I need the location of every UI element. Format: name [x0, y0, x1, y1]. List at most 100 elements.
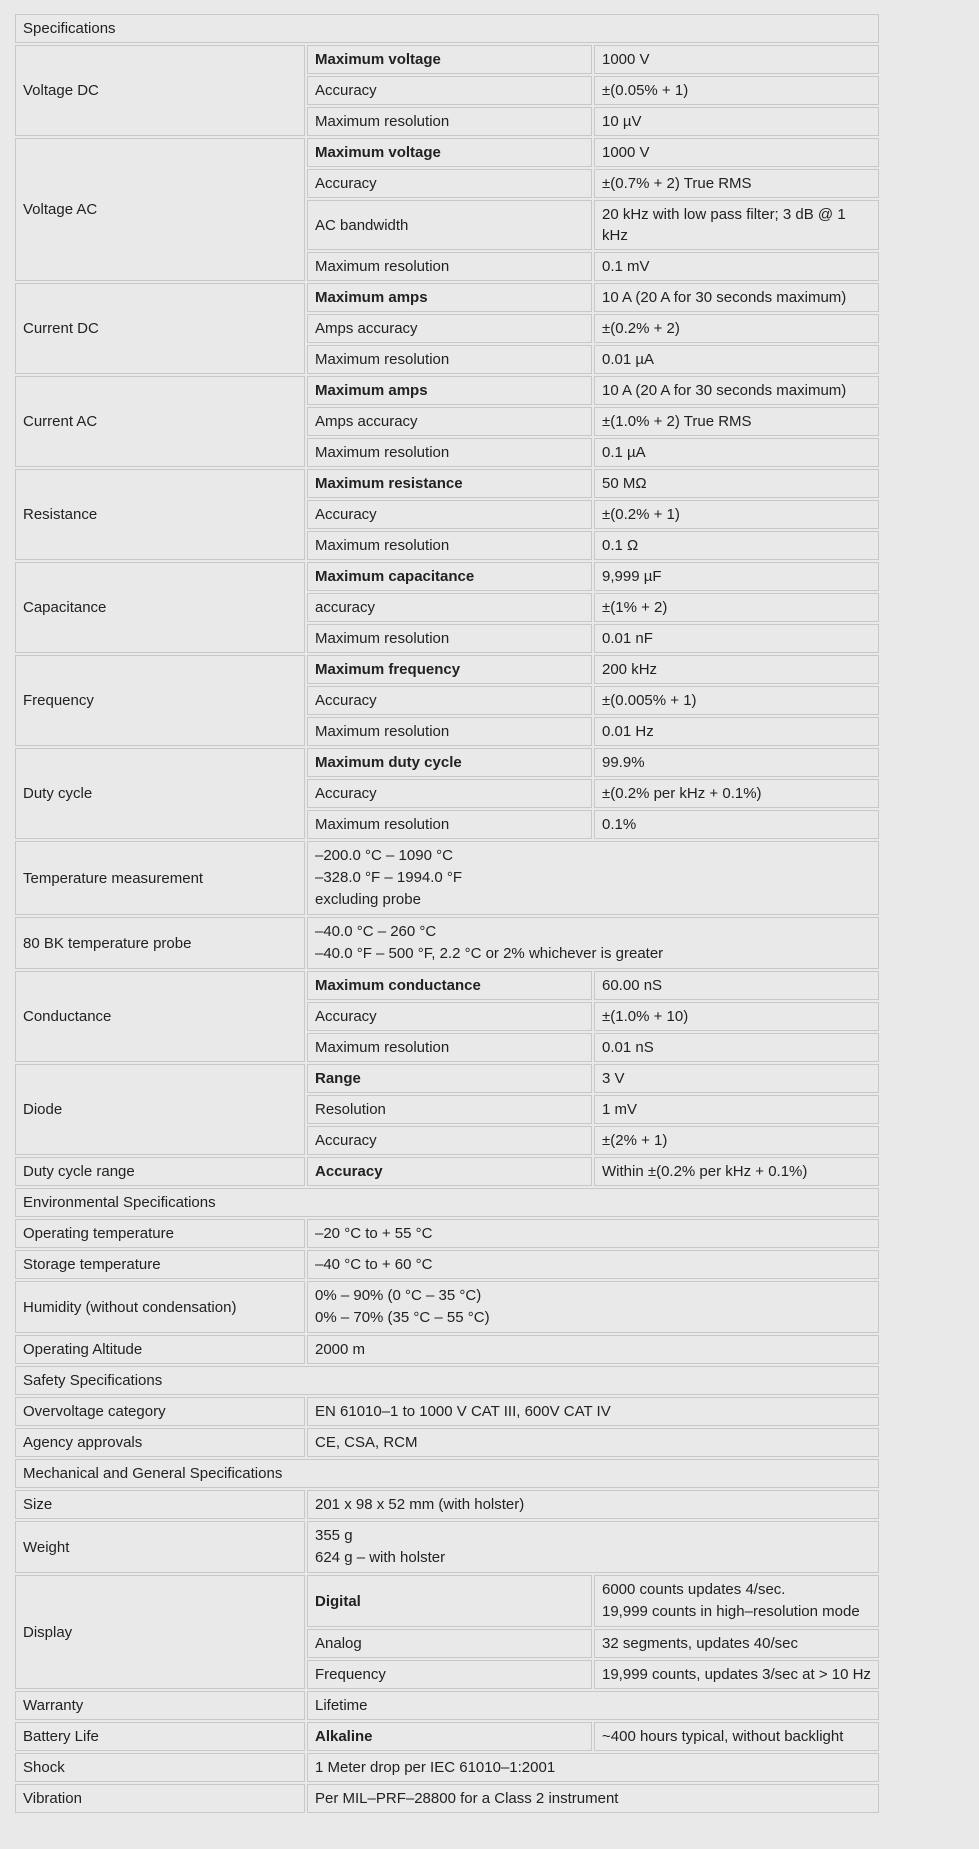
spec-param-cell: Accuracy — [307, 169, 592, 198]
section-header-row: Safety Specifications — [15, 1366, 879, 1395]
spec-row: Temperature measurement –200.0 °C – 1090 … — [15, 841, 879, 915]
spec-value-cell: ±(0.2% per kHz + 0.1%) — [594, 779, 879, 808]
spec-row: Amps accuracy ±(0.2% + 2) — [15, 314, 879, 343]
spec-row: AC bandwidth 20 kHz with low pass filter;… — [15, 200, 879, 250]
spec-value-cell: 1000 V — [594, 45, 879, 74]
spec-value-line: 19,999 counts in high–resolution mode — [602, 1603, 860, 1620]
spec-row: Maximum resolution 0.01 nF — [15, 624, 879, 653]
spec-param-cell: Maximum voltage — [307, 138, 592, 167]
spec-param-cell: Maximum amps — [307, 283, 592, 312]
spec-row: Maximum resolution 0.1 Ω — [15, 531, 879, 560]
spec-row: Warranty Lifetime — [15, 1691, 879, 1720]
spec-value-cell: 0.1% — [594, 810, 879, 839]
spec-param-cell: Maximum voltage — [307, 45, 592, 74]
spec-row: Current DC Maximum amps 10 A (20 A for 30 … — [15, 283, 879, 374]
specifications-table: Specifications Voltage DC Maximum voltage 1… — [13, 12, 881, 1815]
spec-row: Analog 32 segments, updates 40/sec — [15, 1629, 879, 1658]
spec-value-cell: 99.9% — [594, 748, 879, 777]
spec-param-cell: Amps accuracy — [307, 407, 592, 436]
spec-value-cell: 9,999 µF — [594, 562, 879, 591]
spec-value-line: 6000 counts updates 4/sec. — [602, 1581, 786, 1598]
spec-value-cell: ±(1% + 2) — [594, 593, 879, 622]
spec-row: Accuracy ±(0.005% + 1) — [15, 686, 879, 715]
spec-row: Maximum resolution 0.1 mV — [15, 252, 879, 281]
spec-value-line: 624 g – with holster — [315, 1549, 446, 1566]
spec-row: Battery Life Alkaline ~400 hours typical, … — [15, 1722, 879, 1751]
spec-label-cell: Overvoltage category — [15, 1397, 305, 1426]
spec-row: Current AC Maximum amps 10 A (20 A for 30 … — [15, 376, 879, 467]
spec-value-cell: 32 segments, updates 40/sec — [594, 1629, 879, 1658]
spec-value-cell: 50 MΩ — [594, 469, 879, 498]
spec-value-cell: 201 x 98 x 52 mm (with holster) — [307, 1490, 879, 1519]
spec-param-cell: Accuracy — [307, 1002, 592, 1031]
spec-value-line: 355 g — [315, 1527, 353, 1544]
spec-label-cell: Warranty — [15, 1691, 305, 1720]
spec-row: Accuracy ±(0.2% per kHz + 0.1%) — [15, 779, 879, 808]
spec-value-cell: –200.0 °C – 1090 °C –328.0 °F – 1994.0 °F… — [307, 841, 879, 915]
spec-param-cell: Alkaline — [307, 1722, 592, 1751]
spec-label-cell: Vibration — [15, 1784, 305, 1813]
spec-row: Accuracy ±(0.7% + 2) True RMS — [15, 169, 879, 198]
spec-row: Accuracy ±(0.2% + 1) — [15, 500, 879, 529]
spec-value-cell: EN 61010–1 to 1000 V CAT III, 600V CAT I… — [307, 1397, 879, 1426]
spec-value-cell: ±(0.2% + 1) — [594, 500, 879, 529]
section-header-cell: Specifications — [15, 14, 879, 43]
spec-label-cell: 80 BK temperature probe — [15, 917, 305, 969]
spec-value-cell: 0.1 mV — [594, 252, 879, 281]
spec-param-cell: Accuracy — [307, 779, 592, 808]
spec-param-cell: Maximum resolution — [307, 107, 592, 136]
spec-value-cell: –40.0 °C – 260 °C –40.0 °F – 500 °F, 2.2 … — [307, 917, 879, 969]
spec-row: Resolution 1 mV — [15, 1095, 879, 1124]
spec-param-cell: Maximum resolution — [307, 438, 592, 467]
spec-row: Overvoltage category EN 61010–1 to 1000 V… — [15, 1397, 879, 1426]
spec-value-cell: ±(0.05% + 1) — [594, 76, 879, 105]
spec-row: Maximum resolution 0.01 µA — [15, 345, 879, 374]
spec-value-cell: ±(1.0% + 2) True RMS — [594, 407, 879, 436]
spec-param-cell: Accuracy — [307, 1157, 592, 1186]
spec-param-cell: Maximum frequency — [307, 655, 592, 684]
spec-value-cell: 0.1 µA — [594, 438, 879, 467]
spec-param-cell: Maximum resolution — [307, 345, 592, 374]
spec-param-cell: Maximum capacitance — [307, 562, 592, 591]
spec-value-line: 0% – 70% (35 °C – 55 °C) — [315, 1309, 490, 1326]
spec-row: Storage temperature –40 °C to + 60 °C — [15, 1250, 879, 1279]
spec-value-line: excluding probe — [315, 891, 421, 908]
spec-value-cell: 19,999 counts, updates 3/sec at > 10 Hz — [594, 1660, 879, 1689]
spec-value-cell: 0.01 nS — [594, 1033, 879, 1062]
spec-param-cell: Maximum resolution — [307, 810, 592, 839]
spec-value-cell: 10 A (20 A for 30 seconds maximum) — [594, 283, 879, 312]
spec-value-cell: 1000 V — [594, 138, 879, 167]
spec-row: Maximum resolution 10 µV — [15, 107, 879, 136]
spec-param-cell: Frequency — [307, 1660, 592, 1689]
spec-row: Accuracy ±(2% + 1) — [15, 1126, 879, 1155]
spec-label-cell: Operating temperature — [15, 1219, 305, 1248]
spec-row: Diode Range 3 V — [15, 1064, 879, 1155]
specifications-table-body: Specifications Voltage DC Maximum voltage 1… — [15, 14, 879, 1813]
spec-value-cell: –40 °C to + 60 °C — [307, 1250, 879, 1279]
spec-row: Operating Altitude 2000 m — [15, 1335, 879, 1364]
spec-param-cell: Accuracy — [307, 1126, 592, 1155]
spec-value-cell: ±(0.005% + 1) — [594, 686, 879, 715]
spec-row: Accuracy ±(0.05% + 1) — [15, 76, 879, 105]
spec-value-cell: 0% – 90% (0 °C – 35 °C) 0% – 70% (35 °C –… — [307, 1281, 879, 1333]
spec-value-line: –328.0 °F – 1994.0 °F — [315, 869, 463, 886]
spec-row: Size 201 x 98 x 52 mm (with holster) — [15, 1490, 879, 1519]
spec-label-cell: Current AC — [15, 376, 305, 467]
spec-value-cell: 3 V — [594, 1064, 879, 1093]
spec-row: Voltage DC Maximum voltage 1000 V — [15, 45, 879, 136]
spec-param-cell: Analog — [307, 1629, 592, 1658]
spec-value-cell: 10 µV — [594, 107, 879, 136]
spec-value-cell: ~400 hours typical, without backlight — [594, 1722, 879, 1751]
spec-param-cell: Maximum resolution — [307, 1033, 592, 1062]
spec-param-cell: Resolution — [307, 1095, 592, 1124]
spec-label-cell: Battery Life — [15, 1722, 305, 1751]
spec-param-cell: AC bandwidth — [307, 200, 592, 250]
spec-label-cell: Temperature measurement — [15, 841, 305, 915]
spec-param-cell: Maximum resolution — [307, 252, 592, 281]
spec-label-cell: Duty cycle — [15, 748, 305, 839]
spec-value-cell: Lifetime — [307, 1691, 879, 1720]
spec-row: Voltage AC Maximum voltage 1000 V — [15, 138, 879, 281]
spec-value-cell: 1 Meter drop per IEC 61010–1:2001 — [307, 1753, 879, 1782]
spec-value-line: –40.0 °C – 260 °C — [315, 923, 437, 940]
spec-label-cell: Storage temperature — [15, 1250, 305, 1279]
